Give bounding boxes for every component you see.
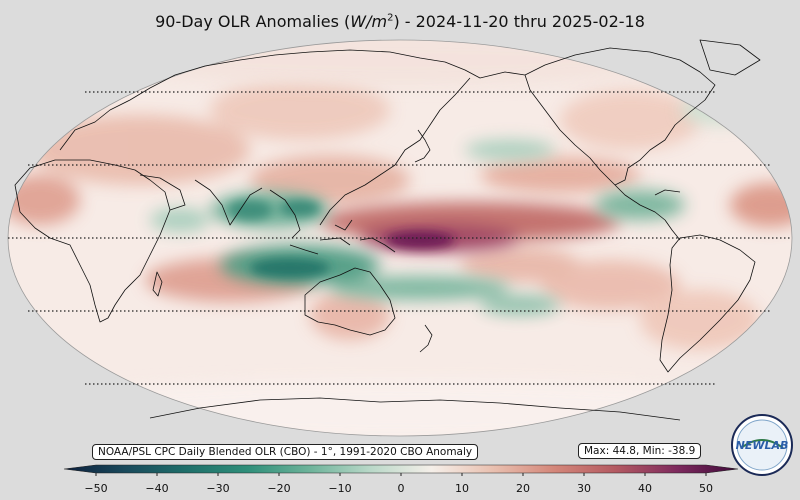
data-source-label: NOAA/PSL CPC Daily Blended OLR (CBO) - 1…: [92, 444, 479, 460]
colorbar-tick-label: −30: [206, 482, 230, 495]
colorbar-tick-label: −20: [267, 482, 291, 495]
colorbar-tick-label: 20: [516, 482, 530, 495]
colorbar-tick-label: −50: [84, 482, 108, 495]
logo-text: NEWLAB: [736, 439, 789, 452]
map-title: 90-Day OLR Anomalies (W/m2) - 2024-11-20…: [155, 12, 645, 31]
anomaly-field: [8, 40, 792, 436]
colorbar-tick-label: −10: [328, 482, 352, 495]
colorbar-tick-label: 50: [699, 482, 713, 495]
colorbar-tick-label: 40: [638, 482, 652, 495]
max-min-stats: Max: 44.8, Min: -38.9: [578, 443, 702, 459]
colorbar-gradient: [63, 464, 739, 474]
colorbar-tick-label: 30: [577, 482, 591, 495]
latitude-gridlines: [8, 91, 792, 385]
colorbar-tick-label: 0: [397, 482, 405, 495]
coastlines: [14, 39, 761, 421]
colorbar-tick-label: −40: [145, 482, 169, 495]
colorbar-tick-label: 10: [455, 482, 469, 495]
newlab-logo: NEWLAB: [731, 414, 793, 476]
